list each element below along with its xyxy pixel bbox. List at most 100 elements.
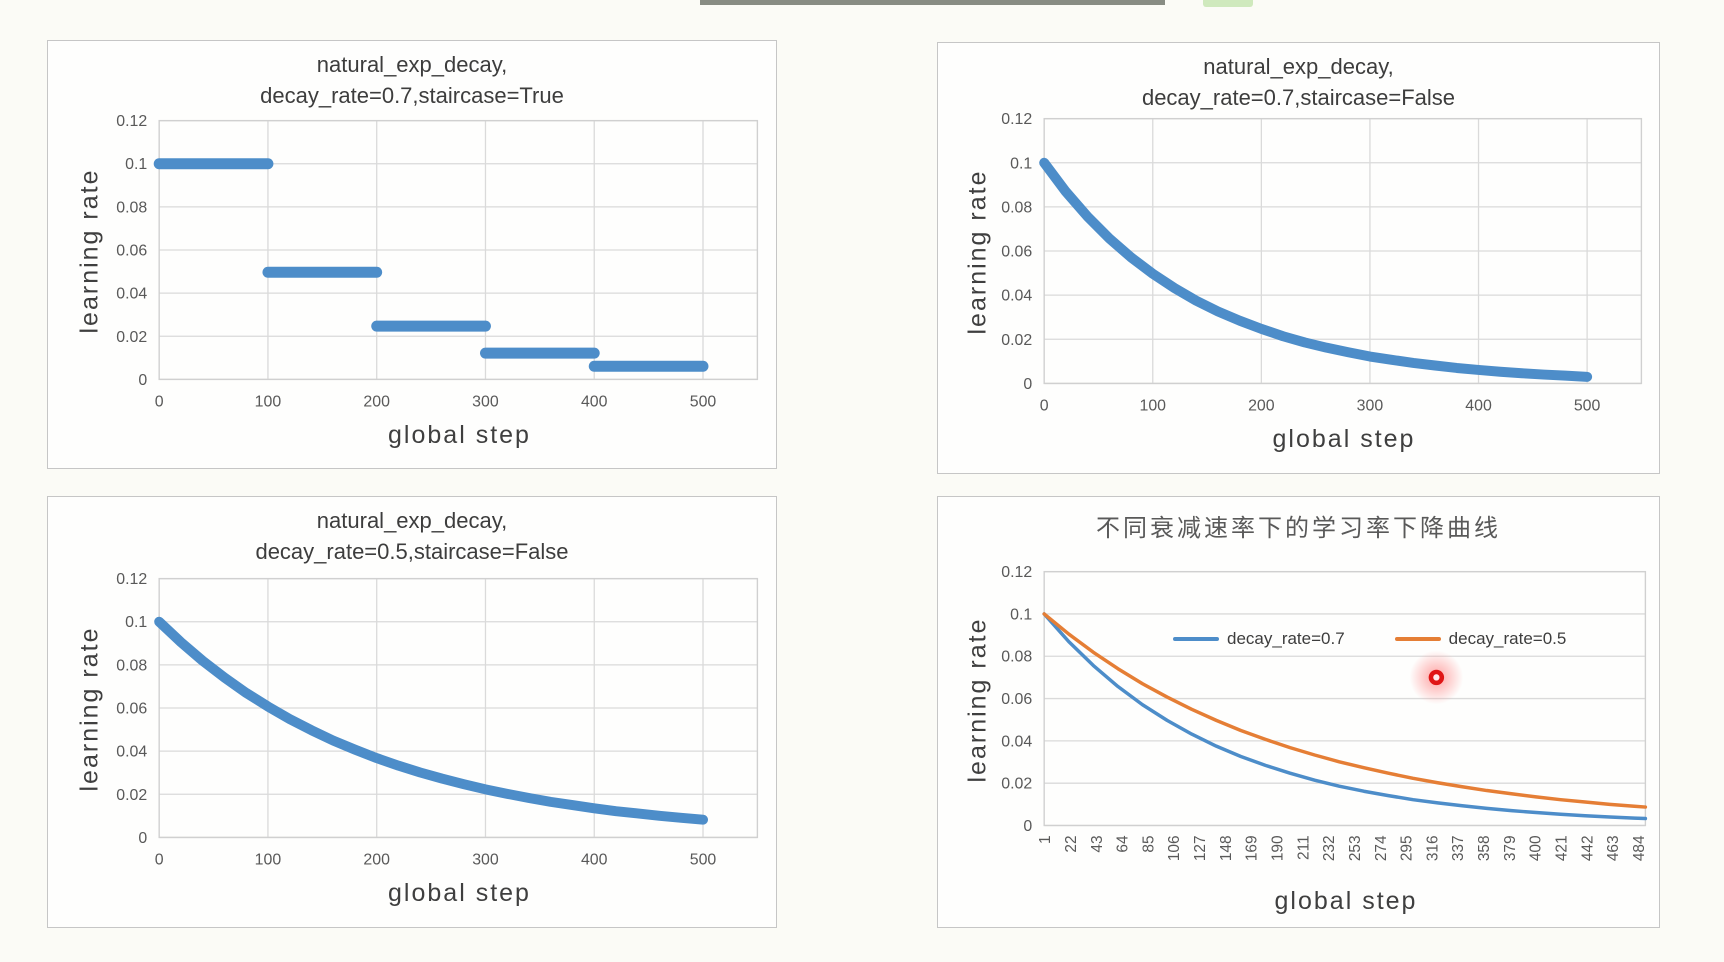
svg-text:100: 100	[1139, 397, 1166, 414]
svg-text:0.08: 0.08	[1001, 199, 1032, 216]
chart-title-line2: decay_rate=0.5,staircase=False	[255, 539, 569, 564]
svg-text:200: 200	[1248, 397, 1275, 414]
svg-text:22: 22	[1063, 835, 1080, 852]
svg-text:0.04: 0.04	[116, 286, 147, 303]
svg-text:500: 500	[1574, 397, 1601, 414]
x-axis-title: global step	[1272, 425, 1416, 453]
svg-text:190: 190	[1270, 835, 1287, 861]
svg-text:463: 463	[1605, 835, 1622, 861]
chart-title: natural_exp_decay, decay_rate=0.7,stairc…	[938, 51, 1659, 113]
svg-text:0.1: 0.1	[125, 156, 147, 173]
plot-area: 0 0.02 0.04 0.06 0.08 0.1 0.12 0 100 200 300 400 500	[116, 113, 759, 410]
svg-text:100: 100	[255, 393, 282, 410]
chart-panel-staircase-true: natural_exp_decay, decay_rate=0.7,stairc…	[47, 40, 777, 469]
svg-text:0.04: 0.04	[116, 744, 147, 761]
svg-text:274: 274	[1373, 835, 1390, 861]
svg-text:0.1: 0.1	[1010, 606, 1032, 623]
legend-item: decay_rate=0.5	[1394, 629, 1567, 649]
plot-area: 0 0.02 0.04 0.06 0.08 0.1 0.12 0 100 200 300 400 500	[116, 571, 759, 868]
svg-text:0.02: 0.02	[116, 329, 147, 346]
svg-text:169: 169	[1244, 835, 1261, 861]
chart-title-line1: natural_exp_decay,	[1203, 54, 1394, 79]
svg-text:0.02: 0.02	[1001, 332, 1032, 349]
svg-text:85: 85	[1140, 835, 1157, 852]
svg-text:442: 442	[1579, 835, 1596, 861]
svg-text:0.1: 0.1	[1010, 155, 1032, 172]
laser-pointer-ring	[1428, 669, 1445, 686]
legend-item: decay_rate=0.7	[1173, 629, 1345, 649]
svg-text:0.12: 0.12	[1001, 111, 1032, 128]
svg-text:0.1: 0.1	[125, 614, 147, 631]
svg-text:100: 100	[255, 851, 282, 868]
legend-label: decay_rate=0.7	[1227, 629, 1345, 648]
svg-text:358: 358	[1476, 835, 1493, 861]
svg-text:295: 295	[1399, 835, 1416, 861]
svg-text:0.12: 0.12	[1001, 564, 1032, 581]
svg-text:0.08: 0.08	[116, 657, 147, 674]
svg-text:500: 500	[690, 393, 717, 410]
svg-text:200: 200	[363, 393, 390, 410]
svg-text:400: 400	[1465, 397, 1492, 414]
svg-text:316: 316	[1424, 835, 1441, 861]
x-axis-title: global step	[388, 421, 531, 449]
chart-title: natural_exp_decay, decay_rate=0.7,stairc…	[48, 49, 776, 111]
svg-text:421: 421	[1554, 835, 1571, 861]
svg-text:0.06: 0.06	[116, 700, 147, 717]
svg-text:211: 211	[1295, 835, 1312, 860]
svg-text:0.08: 0.08	[116, 199, 147, 216]
chart-title-line2: decay_rate=0.7,staircase=True	[260, 83, 564, 108]
svg-text:337: 337	[1450, 835, 1467, 861]
svg-text:127: 127	[1192, 835, 1209, 861]
svg-text:400: 400	[581, 851, 608, 868]
svg-text:0.08: 0.08	[1001, 649, 1032, 666]
chart-title-line1: natural_exp_decay,	[316, 508, 508, 533]
svg-text:106: 106	[1166, 835, 1183, 861]
svg-text:400: 400	[1528, 835, 1545, 861]
svg-text:253: 253	[1347, 835, 1364, 861]
plot-area: 0 0.02 0.04 0.06 0.08 0.1 0.12 1 22 43 64 85 106 127 1…	[1001, 564, 1648, 861]
svg-text:1: 1	[1037, 835, 1054, 844]
svg-text:0.12: 0.12	[116, 113, 147, 130]
svg-text:500: 500	[690, 851, 717, 868]
legend-label: decay_rate=0.5	[1448, 629, 1567, 648]
svg-text:0.12: 0.12	[116, 571, 147, 588]
chart-title: 不同衰减速率下的学习率下降曲线	[938, 513, 1659, 544]
chart-title: natural_exp_decay, decay_rate=0.5,stairc…	[48, 505, 776, 567]
svg-text:64: 64	[1115, 835, 1132, 853]
svg-text:300: 300	[1357, 397, 1384, 414]
svg-text:148: 148	[1218, 835, 1235, 861]
svg-text:0.04: 0.04	[1001, 288, 1032, 305]
svg-text:43: 43	[1089, 835, 1106, 852]
chart-panel-rate07-smooth: natural_exp_decay, decay_rate=0.7,stairc…	[937, 42, 1660, 474]
svg-text:484: 484	[1631, 835, 1648, 861]
svg-text:300: 300	[472, 851, 499, 868]
svg-text:400: 400	[581, 393, 608, 410]
svg-text:0: 0	[138, 830, 147, 847]
chart-panel-rate05-smooth: natural_exp_decay, decay_rate=0.5,stairc…	[47, 496, 777, 928]
laser-pointer-center	[1433, 674, 1440, 681]
svg-text:0: 0	[138, 372, 147, 389]
chart-title-line2: decay_rate=0.7,staircase=False	[1141, 85, 1456, 110]
chart-title-line1: 不同衰减速率下的学习率下降曲线	[1096, 515, 1501, 542]
svg-text:0: 0	[155, 851, 164, 868]
legend-line-orange-icon	[1394, 637, 1441, 641]
legend: decay_rate=0.7 decay_rate=0.5	[1173, 629, 1566, 649]
svg-text:300: 300	[472, 393, 499, 410]
svg-text:0: 0	[155, 393, 164, 410]
x-axis-title: global step	[1274, 887, 1418, 915]
svg-text:0.06: 0.06	[1001, 691, 1032, 708]
svg-text:200: 200	[363, 851, 390, 868]
chart-title-line1: natural_exp_decay,	[316, 52, 508, 77]
svg-text:0.04: 0.04	[1001, 733, 1032, 750]
svg-text:0.02: 0.02	[1001, 776, 1032, 793]
legend-line-blue-icon	[1173, 637, 1219, 641]
svg-text:0.06: 0.06	[116, 242, 147, 259]
plot-area: 0 0.02 0.04 0.06 0.08 0.1 0.12 0 100 200 300 400 500	[1001, 111, 1643, 414]
cropped-toolbar-fragment	[700, 0, 1165, 5]
chart-panel-comparison: 不同衰减速率下的学习率下降曲线 learning rate 0 0.02 0.04 0…	[937, 496, 1660, 928]
svg-text:0: 0	[1023, 818, 1032, 835]
svg-text:379: 379	[1502, 835, 1519, 861]
svg-text:232: 232	[1321, 835, 1338, 861]
svg-text:0: 0	[1040, 397, 1049, 414]
svg-text:0: 0	[1023, 376, 1032, 393]
